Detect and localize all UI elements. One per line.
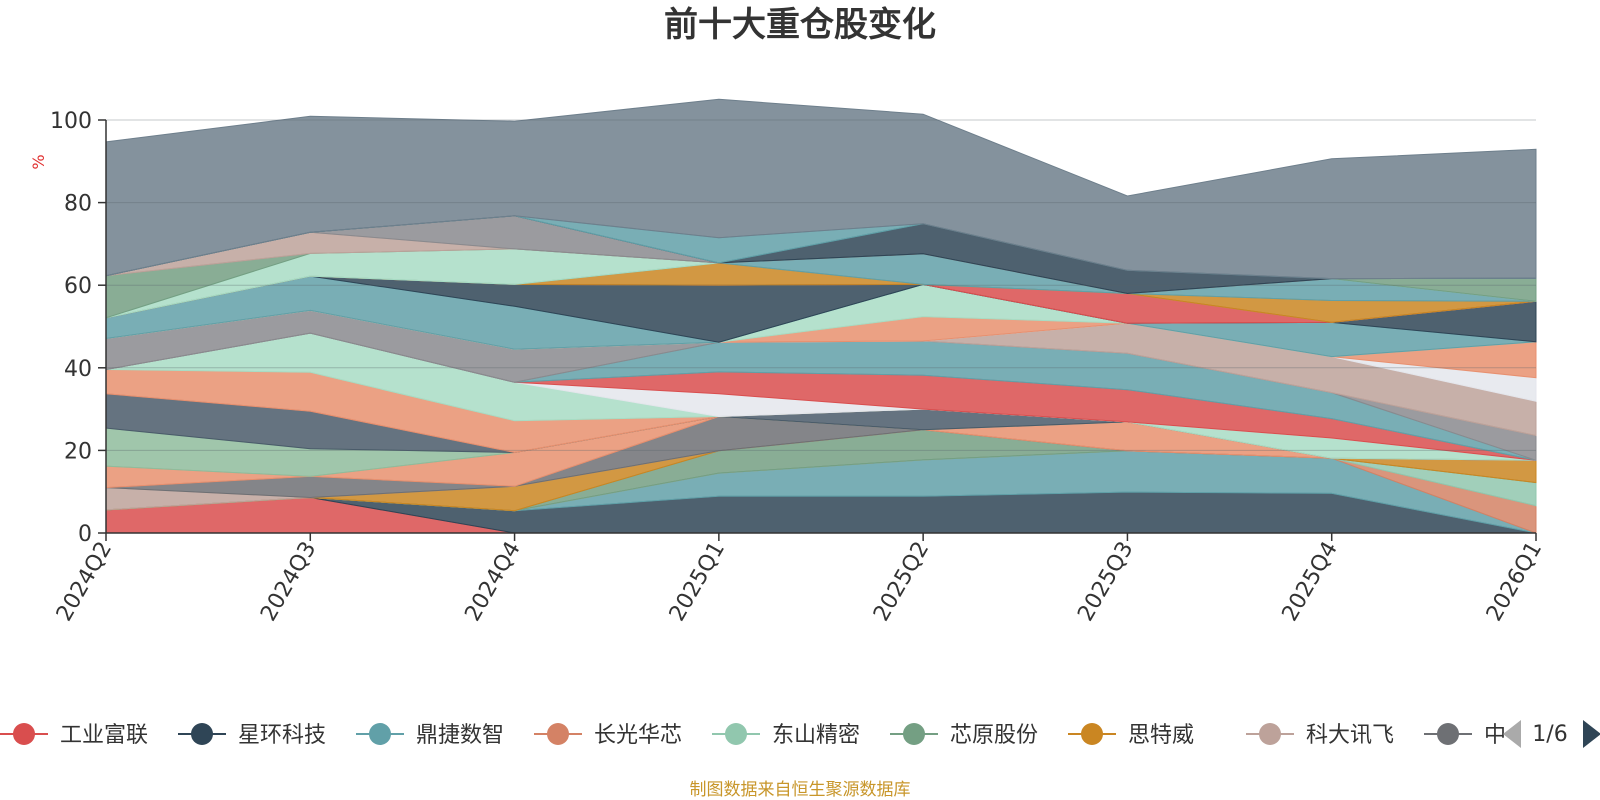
legend-pager: 1/6: [1503, 720, 1600, 748]
legend-item[interactable]: 东山精密: [712, 723, 860, 748]
x-tick-label: 2026Q1: [1482, 538, 1547, 626]
legend-circle-marker: [547, 723, 569, 745]
x-tick-label: 2024Q4: [460, 538, 525, 626]
legend-circle-marker: [1259, 723, 1281, 745]
legend-circle-marker: [13, 723, 35, 745]
legend-circle-marker: [903, 723, 925, 745]
legend-page-indicator: 1/6: [1532, 722, 1567, 747]
y-tick-label: 80: [64, 192, 92, 217]
legend-item[interactable]: 思特威: [1068, 723, 1194, 748]
y-tick-labels: 0 20 40 60 80 100: [50, 109, 106, 547]
legend: 工业富联 星环科技 鼎捷数智 长光华芯 东山精密 芯原股份 思特威 科大讯飞 中: [0, 723, 1506, 748]
legend-item[interactable]: 长光华芯: [534, 723, 682, 748]
legend-label: 鼎捷数智: [416, 723, 504, 748]
legend-label: 科大讯飞: [1306, 723, 1394, 748]
legend-circle-marker: [725, 723, 747, 745]
y-tick-label: 0: [78, 522, 92, 547]
x-tick-label: 2025Q4: [1278, 538, 1343, 626]
legend-item[interactable]: 芯原股份: [890, 723, 1038, 748]
legend-circle-marker: [1437, 723, 1459, 745]
area-series-35: [105, 98, 1537, 280]
y-tick-label: 40: [64, 357, 92, 382]
x-tick-label: 2025Q2: [869, 538, 934, 626]
x-tick-label: 2024Q2: [52, 538, 117, 626]
legend-label: 思特威: [1128, 723, 1194, 748]
legend-item[interactable]: 鼎捷数智: [356, 723, 504, 748]
legend-circle-marker: [191, 723, 213, 745]
legend-next-page-icon[interactable]: [1583, 720, 1600, 748]
legend-item[interactable]: 中: [1424, 723, 1506, 748]
area-series-group: [105, 98, 1537, 534]
x-tick-labels: 2024Q2 2024Q3 2024Q4 2025Q1 2025Q2 2025Q3 2025…: [52, 533, 1547, 626]
x-tick-label: 2024Q3: [256, 538, 321, 626]
y-tick-label: 60: [64, 274, 92, 299]
legend-label: 芯原股份: [950, 723, 1038, 748]
y-tick-label: 20: [64, 439, 92, 464]
y-axis-unit: %: [29, 154, 48, 169]
legend-label: 星环科技: [238, 723, 326, 748]
legend-item[interactable]: 工业富联: [0, 723, 148, 748]
legend-circle-marker: [1081, 723, 1103, 745]
axes: [105, 120, 1536, 534]
legend-label: 长光华芯: [594, 723, 682, 748]
legend-label: 工业富联: [60, 723, 148, 748]
data-source-note: 制图数据来自恒生聚源数据库: [690, 780, 911, 800]
legend-circle-marker: [369, 723, 391, 745]
x-tick-label: 2025Q3: [1073, 538, 1138, 626]
legend-item[interactable]: 科大讯飞: [1246, 723, 1394, 748]
legend-prev-page-icon[interactable]: [1503, 720, 1521, 748]
legend-item[interactable]: 星环科技: [178, 723, 326, 748]
x-tick-label: 2025Q1: [665, 538, 730, 626]
chart-title: 前十大重仓股变化: [664, 5, 936, 45]
legend-label: 中: [1484, 723, 1506, 748]
legend-label: 东山精密: [772, 723, 860, 748]
y-tick-label: 100: [50, 109, 92, 134]
